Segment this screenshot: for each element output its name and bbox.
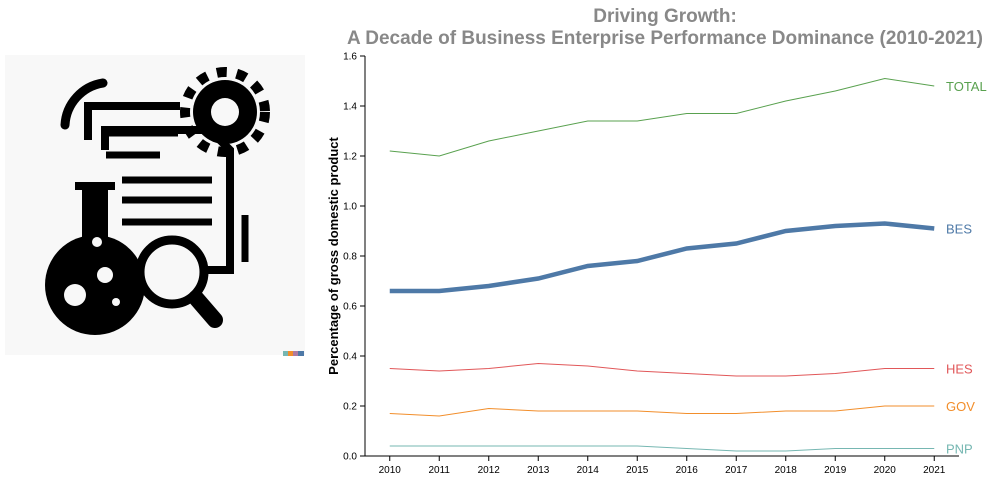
- x-tick-label: 2019: [824, 465, 847, 476]
- series-line: [389, 77, 935, 157]
- y-tick-label: 0.8: [343, 252, 357, 263]
- icon: [5, 55, 305, 356]
- x-tick-label: 2012: [478, 465, 501, 476]
- x-tick-label: 2011: [428, 465, 450, 476]
- y-tick-label: 1.0: [343, 202, 357, 213]
- x-tick-label: 2010: [379, 465, 402, 476]
- y-tick-label: 0.4: [343, 352, 357, 363]
- x-tick-label: 2014: [577, 465, 600, 476]
- series-label: HES: [946, 362, 973, 377]
- y-tick-label: 1.4: [343, 102, 357, 113]
- y-tick-label: 1.2: [343, 152, 357, 163]
- y-tick-label: 0.6: [343, 302, 357, 313]
- x-tick-label: 2013: [527, 465, 550, 476]
- series-line: [389, 405, 935, 417]
- chart-title: A Decade of Business Enterprise Performa…: [347, 28, 983, 49]
- x-tick-label: 2016: [676, 465, 699, 476]
- series-line: [389, 221, 935, 294]
- x-tick-label: 2018: [775, 465, 798, 476]
- x-tick-label: 2020: [874, 465, 897, 476]
- x-tick-label: 2021: [923, 465, 946, 476]
- x-tick-label: 2015: [626, 465, 649, 476]
- series-line: [389, 362, 935, 377]
- series-label: PNP: [946, 442, 973, 457]
- y-tick-label: 0.0: [343, 452, 357, 463]
- series-label: GOV: [946, 399, 975, 414]
- y-axis-label: Percentage of gross domestic product: [326, 137, 341, 375]
- chart-title: Driving Growth:: [593, 6, 737, 27]
- x-tick-label: 2017: [725, 465, 748, 476]
- y-tick-label: 0.2: [343, 402, 357, 413]
- series-line: [389, 445, 935, 452]
- series-label: BES: [946, 222, 972, 237]
- y-tick-label: 1.6: [343, 52, 357, 63]
- series-label: TOTAL: [946, 79, 987, 94]
